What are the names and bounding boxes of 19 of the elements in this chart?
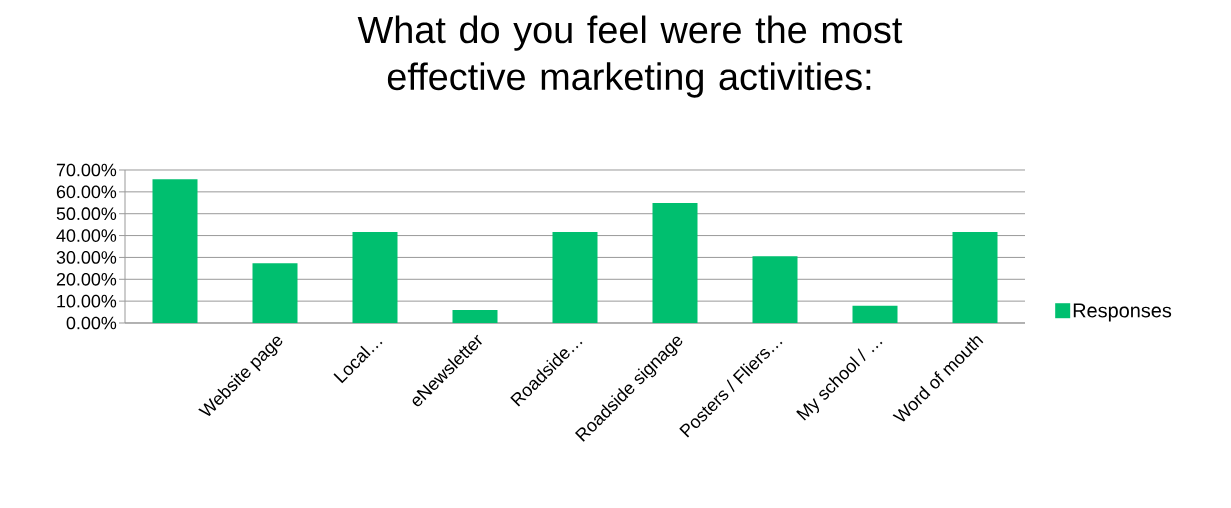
y-tick-label: 60.00% bbox=[56, 185, 117, 199]
bar bbox=[352, 232, 398, 323]
y-tick-label: 70.00% bbox=[56, 163, 117, 177]
y-tick-label: 30.00% bbox=[56, 251, 117, 264]
bar bbox=[852, 305, 898, 323]
y-tick-label: 50.00% bbox=[56, 207, 117, 221]
bar bbox=[252, 263, 298, 323]
y-tick-label: 40.00% bbox=[56, 229, 117, 242]
bar bbox=[952, 232, 998, 323]
chart-title: What do you feel were the most effective marketing activities: bbox=[357, 15, 903, 98]
legend-label: Responses bbox=[1073, 303, 1172, 322]
y-tick-label: 20.00% bbox=[56, 272, 117, 286]
bar bbox=[552, 232, 598, 323]
y-tick-label: 0.00% bbox=[66, 316, 117, 330]
bar bbox=[152, 179, 198, 323]
bar bbox=[652, 203, 698, 323]
bar bbox=[452, 309, 498, 323]
bar bbox=[752, 256, 798, 323]
y-tick-label: 10.00% bbox=[57, 294, 117, 308]
